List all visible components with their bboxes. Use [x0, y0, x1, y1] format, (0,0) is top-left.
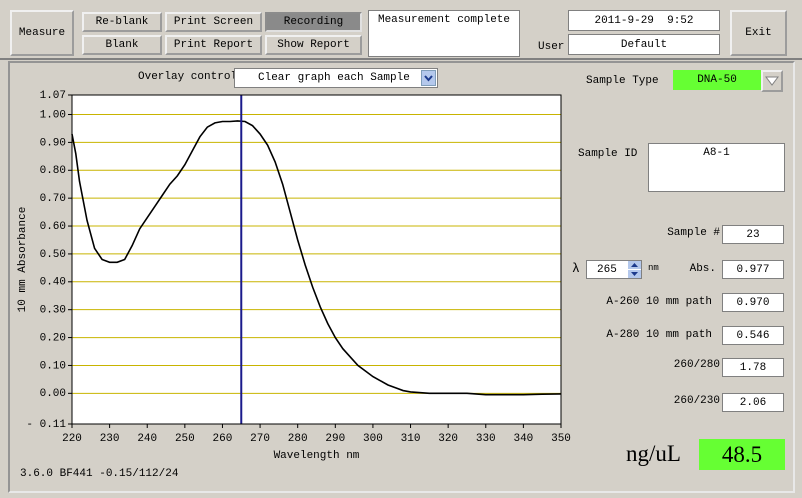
exit-button[interactable]: Exit — [730, 10, 787, 56]
x-tick-label: 250 — [175, 433, 195, 445]
x-tick-label: 260 — [213, 433, 233, 445]
sample-num-label: Sample # — [667, 227, 720, 239]
y-tick-label: 0.70 — [40, 193, 66, 205]
a280-box: 0.546 — [722, 326, 784, 345]
user-box: Default — [568, 34, 720, 55]
overlay-dropdown[interactable]: Clear graph each Sample — [234, 68, 438, 88]
conc-label: ng/uL — [626, 441, 681, 466]
recording-button[interactable]: Recording — [265, 12, 362, 32]
sample-id-label: Sample ID — [578, 148, 638, 160]
a280-label: A-280 10 mm path — [606, 329, 712, 341]
overlay-label: Overlay control — [138, 71, 238, 83]
y-axis-title: 10 mm Absorbance — [17, 207, 29, 313]
y-tick-label: - 0.11 — [26, 419, 66, 431]
y-tick-label: 1.00 — [40, 109, 66, 121]
x-tick-label: 240 — [137, 433, 157, 445]
sample-type-label: Sample Type — [586, 75, 659, 87]
show-report-button[interactable]: Show Report — [265, 35, 362, 55]
a260-label: A-260 10 mm path — [606, 296, 712, 308]
lambda-symbol: λ — [572, 261, 580, 276]
ratio-260-230-box: 2.06 — [722, 393, 784, 412]
dropdown-arrow[interactable] — [421, 70, 436, 86]
sample-id-box[interactable]: A8-1 — [648, 143, 785, 192]
lambda-spinner[interactable] — [628, 261, 641, 278]
ratio-260-280-label: 260/280 — [673, 359, 720, 371]
sample-num-box: 23 — [722, 225, 784, 244]
y-tick-label: 0.60 — [40, 221, 66, 233]
x-tick-label: 270 — [250, 433, 270, 445]
x-tick-label: 340 — [513, 433, 533, 445]
y-tick-label: 0.00 — [40, 388, 66, 400]
x-tick-label: 220 — [62, 433, 82, 445]
abs-label: Abs. — [689, 263, 716, 275]
x-tick-label: 350 — [551, 433, 571, 445]
y-tick-label: 0.40 — [40, 277, 66, 289]
x-axis-title: Wavelength nm — [274, 450, 360, 462]
y-tick-label: 0.90 — [40, 137, 66, 149]
status-box: Measurement complete — [368, 10, 520, 57]
ratio-260-280-box: 1.78 — [722, 358, 784, 377]
ratio-260-230-label: 260/230 — [673, 395, 720, 407]
y-tick-label: 1.07 — [40, 90, 66, 102]
y-tick-label: 0.80 — [40, 165, 66, 177]
toolbar — [0, 0, 802, 60]
datetime-box: 2011-9-29 9:52 — [568, 10, 720, 31]
blank-button[interactable]: Blank — [82, 35, 162, 55]
print-screen-button[interactable]: Print Screen — [165, 12, 262, 32]
spectrum-line — [71, 120, 562, 396]
x-tick-label: 290 — [325, 433, 345, 445]
x-tick-label: 230 — [100, 433, 120, 445]
y-tick-label: 0.30 — [40, 305, 66, 317]
measure-button[interactable]: Measure — [10, 10, 74, 56]
x-tick-label: 280 — [288, 433, 308, 445]
plot-frame — [71, 94, 562, 425]
lambda-unit: nm — [648, 263, 659, 273]
y-tick-label: 0.50 — [40, 249, 66, 261]
user-label: User — [538, 41, 565, 53]
x-tick-label: 300 — [363, 433, 383, 445]
x-tick-label: 310 — [401, 433, 421, 445]
y-tick-label: 0.10 — [40, 360, 66, 372]
sample-type-box[interactable]: DNA-50 — [673, 70, 761, 90]
x-tick-label: 330 — [476, 433, 496, 445]
print-report-button[interactable]: Print Report — [165, 35, 262, 55]
y-tick-label: 0.20 — [40, 332, 66, 344]
sample-type-arrow[interactable] — [761, 70, 783, 92]
conc-box: 48.5 — [699, 439, 785, 470]
abs-box: 0.977 — [722, 260, 784, 279]
reblank-button[interactable]: Re-blank — [82, 12, 162, 32]
a260-box: 0.970 — [722, 293, 784, 312]
plot-area — [72, 95, 561, 424]
x-tick-label: 320 — [438, 433, 458, 445]
footer-version: 3.6.0 BF441 -0.15/112/24 — [20, 468, 179, 480]
